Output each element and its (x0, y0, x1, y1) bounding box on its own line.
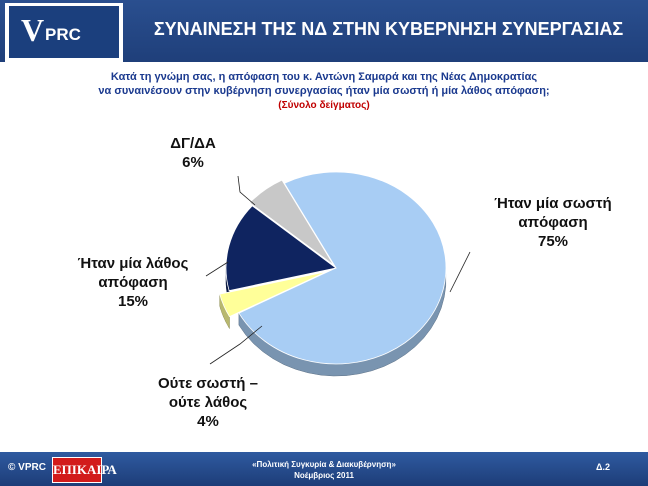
label-wrong: Ήταν μία λάθος απόφαση 15% (68, 254, 198, 311)
label-neither: Ούτε σωστή – ούτε λάθος 4% (138, 374, 278, 431)
footer-brand-logo: ΕΠΙΚΑΙΡΑ (52, 457, 117, 483)
label-correct-line2: απόφαση (518, 214, 588, 231)
label-neither-line1: Ούτε σωστή – (158, 375, 258, 392)
question-line-1: Κατά τη γνώμη σας, η απόφαση του κ. Αντώ… (110, 71, 538, 83)
leader-line-dkna (237, 175, 256, 206)
question-line-2: να συναινέσουν στην κυβέρνηση συνεργασία… (98, 85, 550, 97)
label-wrong-line1: Ήταν μία λάθος (77, 255, 189, 272)
pie-slice-correct (238, 171, 447, 365)
leader-line-correct (449, 251, 471, 293)
footer-survey-title: «Πολιτική Συγκυρία & Διακυβέρνηση» (252, 460, 396, 469)
label-dkna-line1: ΔΓ/ΔΑ (170, 135, 216, 152)
label-neither-value: 4% (197, 413, 219, 430)
label-dkna-value: 6% (182, 154, 204, 171)
pie-slice-dkna (249, 179, 334, 266)
footer-copyright: © VPRC (8, 462, 46, 473)
logo-letter: V (21, 12, 45, 48)
footer-bar (0, 452, 648, 486)
footer-survey-date: Νοέμβριος 2011 (294, 471, 354, 480)
sample-note: (Σύνολο δείγματος) (278, 100, 370, 111)
label-correct-line1: Ήταν μία σωστή (494, 195, 612, 212)
pie-slice-neither (219, 271, 327, 318)
footer-page-number: Δ.2 (596, 462, 610, 472)
page-title: ΣΥΝΑΙΝΕΣΗ ΤΗΣ ΝΔ ΣΤΗΝ ΚΥΒΕΡΝΗΣΗ ΣΥΝΕΡΓΑΣ… (153, 19, 624, 39)
label-dkna: ΔΓ/ΔΑ 6% (148, 134, 238, 172)
pie-slice-wrong (225, 205, 337, 292)
label-wrong-line2: απόφαση (98, 274, 168, 291)
label-wrong-value: 15% (117, 293, 149, 310)
label-neither-line2: ούτε λάθος (168, 394, 248, 411)
logo-text: PRC (45, 25, 81, 44)
label-correct: Ήταν μία σωστή απόφαση 75% (468, 194, 638, 251)
leader-line-wrong (205, 261, 229, 277)
label-correct-value: 75% (537, 233, 569, 250)
logo-mark: V PRC (9, 6, 119, 58)
leader-line-neither (209, 325, 263, 365)
